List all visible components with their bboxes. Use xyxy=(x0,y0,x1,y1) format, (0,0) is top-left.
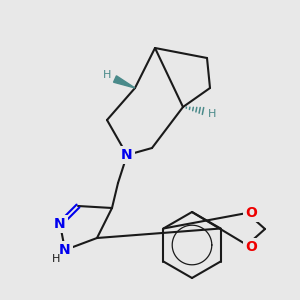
Polygon shape xyxy=(114,76,135,88)
Text: H: H xyxy=(103,70,111,80)
Text: N: N xyxy=(59,243,71,257)
Text: H: H xyxy=(208,109,216,119)
Text: N: N xyxy=(54,217,66,231)
Text: O: O xyxy=(245,240,257,254)
Text: O: O xyxy=(245,206,257,220)
Text: H: H xyxy=(52,254,60,264)
Text: N: N xyxy=(121,148,133,162)
